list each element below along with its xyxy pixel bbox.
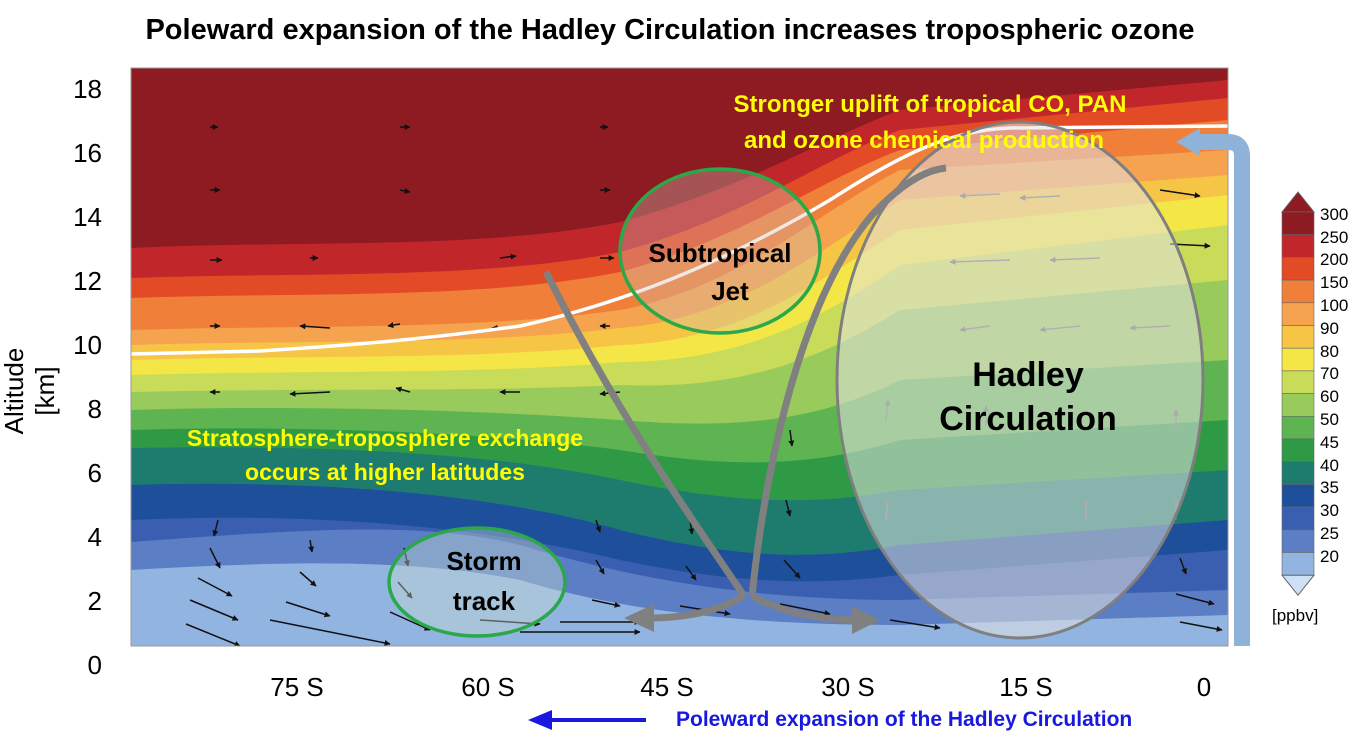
colorbar-tick: 25 <box>1320 524 1339 543</box>
colorbar-tick: 90 <box>1320 319 1339 338</box>
colorbar-swatch <box>1281 415 1315 440</box>
wind-vectors <box>185 124 1223 646</box>
y-tick: 10 <box>73 330 102 360</box>
x-tick: 75 S <box>270 672 324 702</box>
colorbar-swatch <box>1281 347 1315 372</box>
colorbar-swatch <box>1281 234 1315 258</box>
colorbar-tick: 35 <box>1320 478 1339 497</box>
page-title: Poleward expansion of the Hadley Circula… <box>145 14 1195 46</box>
plot-frame <box>130 67 1229 647</box>
colorbar-swatch <box>1281 279 1315 304</box>
poleward-arrow-head <box>624 604 654 632</box>
hadley-ellipse <box>835 120 1205 640</box>
y-tick: 14 <box>73 202 102 232</box>
ste-label-1: Stratosphere-troposphere exchange <box>187 425 583 451</box>
footer-arrow-head <box>528 710 552 730</box>
colorbar-tick: 80 <box>1320 342 1339 361</box>
storm-track-ellipse <box>387 526 567 638</box>
colorbar-bottom-cap <box>1280 574 1316 597</box>
jet-label-2: Jet <box>711 276 749 306</box>
x-tick: 60 S <box>461 672 515 702</box>
colorbar-tick: 70 <box>1320 364 1339 383</box>
colorbar-swatch <box>1281 506 1315 531</box>
colorbar-tick: 100 <box>1320 296 1349 315</box>
colorbar-swatch <box>1281 302 1315 326</box>
x-tick: 45 S <box>640 672 694 702</box>
y-tick: 0 <box>87 650 102 680</box>
colorbar-tick: 150 <box>1320 273 1349 292</box>
colorbar-unit: [ppbv] <box>1272 606 1319 625</box>
colorbar-swatch <box>1281 438 1315 463</box>
colorbar-tick: 50 <box>1320 410 1339 429</box>
colorbar-tick: 20 <box>1320 547 1339 566</box>
y-tick: 6 <box>87 458 102 488</box>
y-tick: 12 <box>73 266 102 296</box>
colorbar-swatch <box>1281 552 1315 576</box>
storm-label-2: track <box>453 586 516 616</box>
y-tick: 16 <box>73 138 102 168</box>
poleward-surface-flow <box>647 592 746 622</box>
uplift-arrow-head <box>1176 128 1200 156</box>
x-tick: 0 <box>1196 672 1212 702</box>
y-tick: 4 <box>87 522 102 552</box>
colorbar-swatch <box>1281 257 1315 281</box>
colorbar-swatch <box>1281 325 1315 349</box>
y-tick: 18 <box>73 74 102 104</box>
ste-label-2: occurs at higher latitudes <box>245 459 525 485</box>
colorbar-tick: 45 <box>1320 433 1339 452</box>
subtropical-jet-ellipse <box>618 167 822 335</box>
jet-label-1: Subtropical <box>648 238 791 268</box>
colorbar-swatch <box>1281 529 1315 553</box>
footer-caption: Poleward expansion of the Hadley Circula… <box>676 708 1133 731</box>
y-tick: 8 <box>87 394 102 424</box>
x-tick: 30 S <box>821 672 875 702</box>
colorbar-tick: 60 <box>1320 387 1339 406</box>
hadley-label-1: Hadley <box>972 356 1084 394</box>
equatorward-surface-flow <box>750 592 857 624</box>
colorbar-swatch <box>1281 211 1315 236</box>
uplift-arrow-shaft <box>1192 134 1250 646</box>
descending-branch <box>542 270 747 598</box>
y-tick: 2 <box>87 586 102 616</box>
uplift-label-1: Stronger uplift of tropical CO, PAN <box>734 91 1127 118</box>
rising-branch <box>748 164 947 597</box>
colorbar-tick: 250 <box>1320 228 1349 247</box>
x-tick: 15 S <box>999 672 1053 702</box>
colorbar-tick: 40 <box>1320 456 1339 475</box>
colorbar-swatch <box>1281 393 1315 417</box>
hadley-label-2: Circulation <box>939 400 1117 438</box>
storm-label-1: Storm <box>446 546 521 576</box>
tropopause-line <box>130 124 1229 356</box>
equatorward-arrow-head <box>852 606 880 634</box>
colorbar-tick: 30 <box>1320 501 1339 520</box>
colorbar-top-cap <box>1280 191 1316 213</box>
uplift-label-2: and ozone chemical production <box>744 127 1104 154</box>
colorbar-swatch <box>1281 370 1315 394</box>
colorbar-swatch <box>1281 484 1315 508</box>
colorbar-swatch <box>1281 461 1315 485</box>
colorbar <box>1280 191 1316 597</box>
colorbar-tick: 300 <box>1320 205 1349 224</box>
colorbar-tick: 200 <box>1320 250 1349 269</box>
